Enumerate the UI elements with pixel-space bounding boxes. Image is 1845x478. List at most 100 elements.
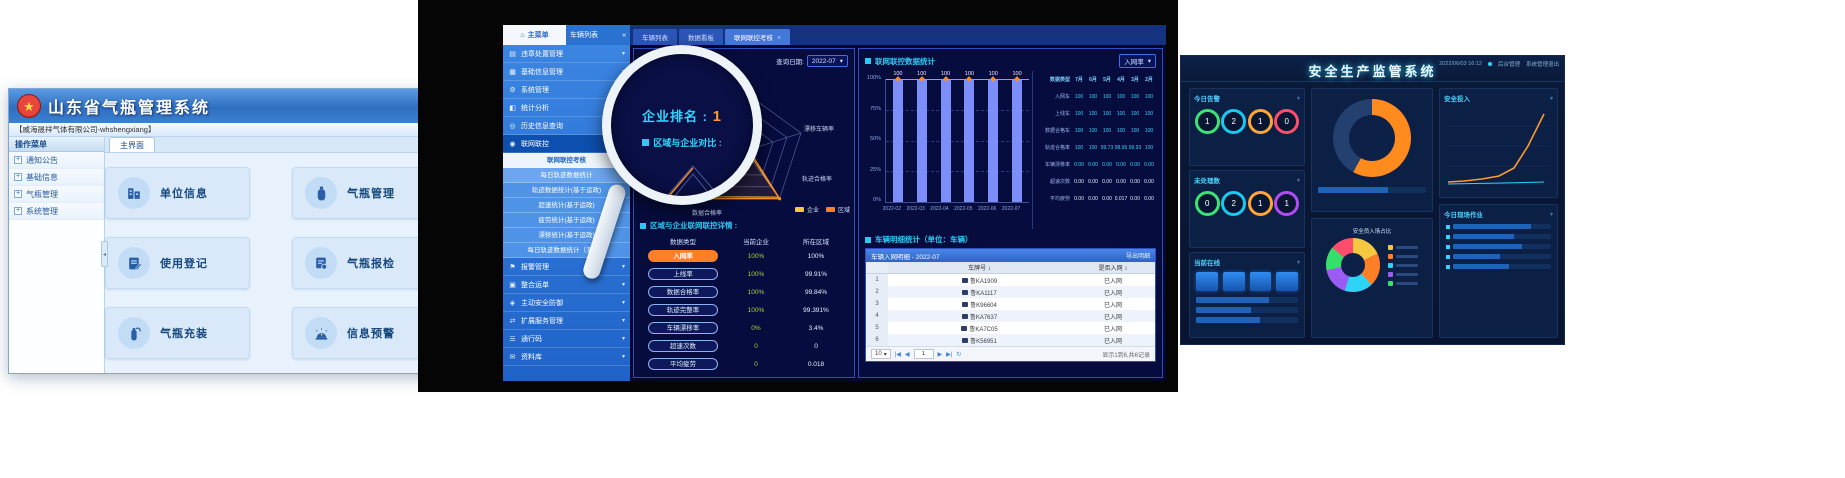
menu-item[interactable]: ⚙ 系统管理: [503, 81, 630, 99]
page-input[interactable]: [913, 349, 934, 359]
metric-pill-button[interactable]: 轨迹完整率: [648, 304, 718, 316]
menu-item[interactable]: ◈ 主动安全防御 ▾: [503, 294, 630, 312]
legend-item: [1388, 280, 1418, 286]
collapse-icon[interactable]: «: [622, 31, 626, 39]
expand-icon[interactable]: +: [14, 156, 22, 164]
metric-select[interactable]: 入网率 ▾: [1119, 54, 1156, 68]
legend-item: [1388, 253, 1418, 259]
menu-item[interactable]: ▤ 违章处置管理 ▾: [503, 45, 630, 63]
tab-main[interactable]: 主界面: [109, 137, 155, 152]
sidebar-item-label: 基础信息: [26, 172, 58, 182]
export-link[interactable]: 导出明细: [1125, 254, 1150, 260]
metric-pill-button[interactable]: 上线率: [648, 268, 718, 280]
first-page-button[interactable]: |◀: [894, 351, 901, 358]
chevron-down-icon[interactable]: ▾: [1549, 211, 1553, 218]
vehicle-list-tab[interactable]: 车辆列表 «: [566, 25, 630, 45]
gridline: [886, 140, 1029, 142]
donut-label: 安全员入场占比: [1352, 229, 1392, 235]
sidebar-item[interactable]: + 系统管理: [9, 203, 104, 220]
table-row[interactable]: 6 鲁K56951 已入网: [866, 334, 1155, 346]
menu-item[interactable]: ⇄ 扩展服务管理 ▾: [503, 312, 630, 330]
pagination-bar: 10 ▾ |◀ ◀ ▶ ▶| ↻ 显示1到6,共6记录: [866, 346, 1155, 361]
stat-tile[interactable]: [1196, 272, 1218, 291]
menu-item-icon: ◈: [509, 299, 516, 307]
metric-pill-button[interactable]: 入网率: [648, 250, 718, 262]
sort-icon[interactable]: ↕: [1124, 266, 1128, 272]
submenu-item[interactable]: 轨迹数据统计(基于运政): [503, 183, 630, 198]
sidebar-item[interactable]: + 基础信息: [9, 169, 104, 186]
card-label: 气瓶管理: [347, 188, 395, 200]
plate-column-header[interactable]: 车牌号 ↕: [968, 266, 991, 272]
submenu-item[interactable]: 每日轨迹数据统计: [503, 168, 630, 183]
sidebar-item[interactable]: + 气瓶管理: [9, 186, 104, 203]
row-label: 轨迹合格率: [1044, 145, 1070, 151]
logout-menu-item[interactable]: 系统管理退出: [1525, 62, 1559, 68]
prev-page-button[interactable]: ◀: [904, 351, 910, 358]
table-row[interactable]: 4 鲁KA7637 已入网: [866, 310, 1155, 322]
monthly-row: 平均疲劳 0.00 0.00 0.00 0.017 0.00 0.00: [1036, 190, 1156, 207]
refresh-icon[interactable]: ↻: [956, 351, 962, 358]
x-tick-label: 2022-03: [906, 205, 925, 212]
status-column-header[interactable]: 是否入网 ↕: [1098, 266, 1128, 272]
card-cylinder-mgmt[interactable]: 气瓶管理: [292, 167, 437, 219]
expand-icon[interactable]: +: [14, 173, 22, 181]
vehicle-icon: [962, 301, 969, 307]
date-select[interactable]: 2022-07 ▾: [806, 55, 848, 67]
home-icon: ⌂: [520, 31, 525, 39]
sort-icon[interactable]: ↕: [987, 266, 991, 272]
sidebar-menu-bottom: ⚑ 报警管理 ▾ ▣ 整合运单 ▾ ◈ 主动安全防御 ▾ ⇄ 扩展服务管理: [503, 258, 630, 366]
chevron-down-icon[interactable]: ▾: [1296, 177, 1300, 184]
menu-item[interactable]: ☰ 通行码 ▾: [503, 330, 630, 348]
stat-tile[interactable]: [1222, 272, 1245, 291]
table-row[interactable]: 2 鲁KA1117 已入网: [866, 286, 1155, 298]
page-size-select[interactable]: 10 ▾: [871, 349, 891, 359]
stat-tile[interactable]: [1276, 272, 1298, 291]
submenu-item[interactable]: 每日轨迹数据统计（测试）: [503, 243, 630, 258]
row-label: 超速次数: [1049, 179, 1070, 185]
chevron-down-icon[interactable]: ▾: [1296, 95, 1300, 102]
expand-icon[interactable]: +: [14, 207, 22, 215]
menu-item-label: 联网联控: [521, 140, 549, 148]
plate-cell: 鲁KA1117: [888, 288, 1071, 297]
tab-network-assessment[interactable]: 联网联控考核 ×: [725, 29, 791, 45]
card-cylinder-filling[interactable]: 气瓶充装: [105, 307, 250, 359]
card-unit-info[interactable]: 单位信息: [105, 167, 250, 219]
metric-pill-button[interactable]: 车辆漂移率: [648, 322, 718, 334]
menu-item[interactable]: ⚑ 报警管理 ▾: [503, 258, 630, 276]
stat-tile[interactable]: [1249, 272, 1272, 291]
magnified-rank: 企业排名 : 1: [642, 108, 722, 125]
menu-item[interactable]: ▣ 整合运单 ▾: [503, 276, 630, 294]
admin-menu-item[interactable]: 后台管理: [1497, 62, 1520, 68]
metric-pill-button[interactable]: 超速次数: [648, 340, 718, 352]
menu-item[interactable]: ◉ 联网联控: [503, 135, 630, 153]
x-tick-label: 2022-02: [882, 205, 901, 212]
menu-item[interactable]: ✉ 资料库 ▾: [503, 348, 630, 366]
card-cylinder-inspect[interactable]: 气瓶报检: [292, 237, 437, 289]
table-row[interactable]: 1 鲁KA1909 已入网: [866, 274, 1155, 286]
menu-item-label: 资料库: [521, 353, 542, 361]
close-icon[interactable]: ×: [777, 35, 782, 42]
card-info-warning[interactable]: 信息预警: [292, 307, 437, 359]
sidebar-item[interactable]: + 通知公告: [9, 152, 104, 169]
gridline: [886, 171, 1029, 173]
chevron-down-icon[interactable]: ▾: [1549, 95, 1553, 102]
submenu-item[interactable]: 超速统计(基于运政): [503, 198, 630, 213]
tab-data-board[interactable]: 数据看板: [679, 29, 723, 45]
bar-column: 100 2022-05: [954, 71, 981, 212]
metric-pill-button[interactable]: 平均疲劳: [648, 358, 718, 370]
expand-icon[interactable]: +: [14, 190, 22, 198]
tab-vehicle-list[interactable]: 车辆列表: [633, 29, 677, 45]
chevron-down-icon[interactable]: ▾: [1296, 259, 1300, 266]
content-tab-strip: 车辆列表 数据看板 联网联控考核 ×: [630, 25, 1166, 45]
main-menu-header[interactable]: ⌂ 主菜单: [503, 25, 566, 45]
submenu-item[interactable]: 联网联控考核: [503, 153, 630, 168]
card-usage-register[interactable]: 使用登记: [105, 237, 250, 289]
metric-pill-button[interactable]: 数据合格率: [648, 286, 718, 298]
table-row[interactable]: 5 鲁KA7C05 已入网: [866, 322, 1155, 334]
next-page-button[interactable]: ▶: [937, 351, 943, 358]
table-row[interactable]: 3 鲁K96604 已入网: [866, 298, 1155, 310]
list-bar: [1196, 317, 1298, 323]
last-page-button[interactable]: ▶|: [946, 351, 953, 358]
sidebar-collapse-handle[interactable]: ◂: [101, 241, 108, 267]
menu-item[interactable]: ▦ 基础信息管理 ▾: [503, 63, 630, 81]
